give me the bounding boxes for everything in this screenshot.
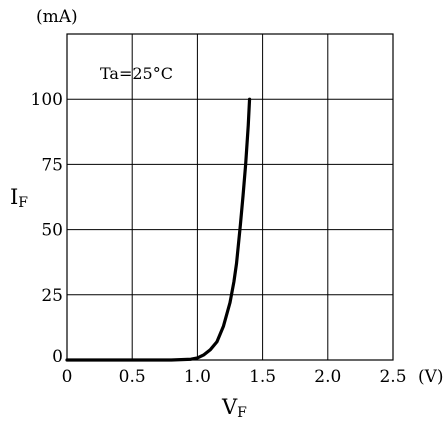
x-tick-labels: 0 0.5 1.0 1.5 2.0 2.5 [62, 367, 407, 387]
y-tick-label: 75 [41, 155, 63, 175]
temperature-annotation: Ta=25°C [100, 64, 173, 83]
y-axis-title-sub: F [18, 195, 28, 211]
y-tick-label: 100 [31, 90, 63, 110]
x-tick-label: 2.5 [379, 367, 406, 387]
x-axis-title: VF [221, 395, 247, 421]
series-line [65, 97, 252, 362]
plot-frame [66, 33, 394, 361]
x-unit-label: (V) [418, 367, 444, 387]
x-axis-title-main: V [221, 395, 238, 419]
y-tick-labels: 0 25 50 75 100 [31, 90, 63, 367]
y-axis-title: IF [10, 185, 28, 211]
y-axis-title-main: I [10, 185, 18, 209]
y-unit-label: (mA) [36, 7, 78, 27]
x-axis-title-sub: F [237, 405, 247, 421]
y-tick-label: 0 [52, 347, 63, 367]
x-tick-label: 1.0 [184, 367, 211, 387]
x-tick-label: 1.5 [249, 367, 276, 387]
x-tick-label: 0 [62, 367, 73, 387]
x-tick-label: 0.5 [119, 367, 146, 387]
y-tick-label: 25 [41, 286, 63, 306]
y-tick-label: 50 [41, 221, 63, 241]
x-tick-label: 2.0 [314, 367, 341, 387]
